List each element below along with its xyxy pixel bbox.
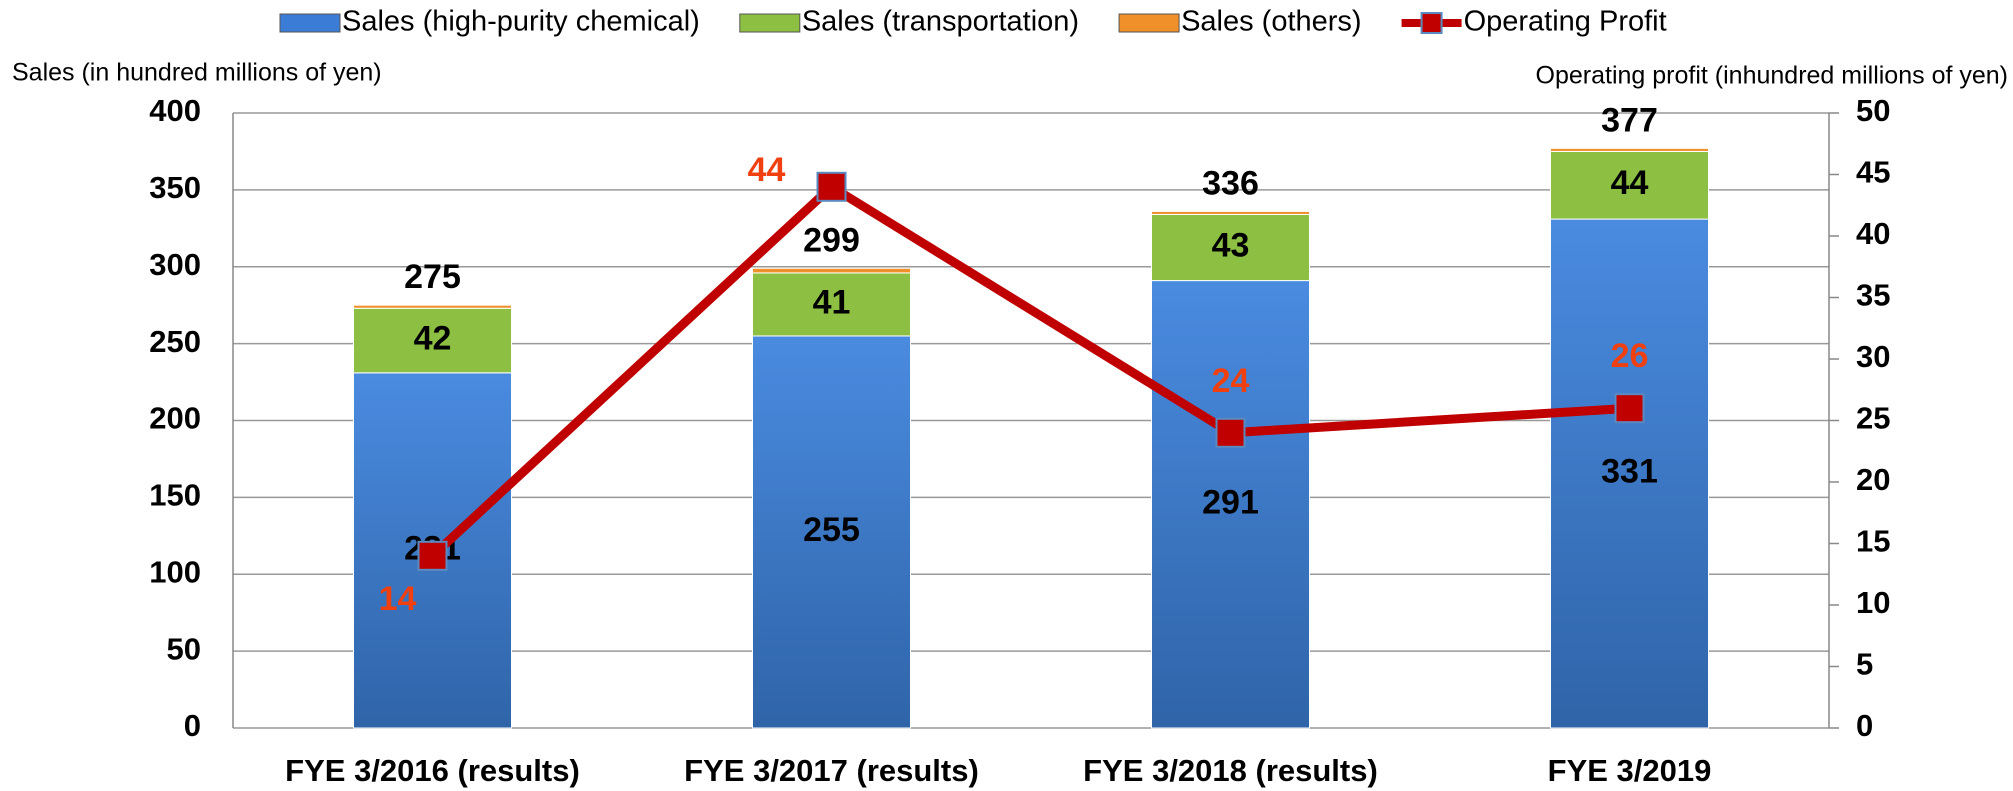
line-marker	[1215, 417, 1246, 448]
total-label: 275	[404, 258, 461, 296]
data-label: 41	[813, 283, 851, 321]
y-axis-title: Sales (in hundred millions of yen)	[12, 59, 382, 87]
bar-segment	[1151, 210, 1310, 215]
line-marker	[417, 540, 448, 571]
y2-tick-label: 50	[1856, 93, 1890, 128]
total-label: 299	[803, 221, 860, 259]
bar-segment	[752, 267, 911, 274]
y2-tick-label: 15	[1856, 524, 1890, 559]
y-tick-label: 100	[149, 554, 201, 589]
y2-tick-label: 25	[1856, 401, 1890, 436]
total-label: 336	[1202, 164, 1259, 202]
bar-segment	[1550, 147, 1709, 152]
legend-marker	[1420, 12, 1443, 34]
line-label: 26	[1611, 337, 1649, 375]
y-tick-label: 400	[149, 93, 201, 128]
y-tick-label: 200	[149, 401, 201, 436]
x-tick-label: FYE 3/2019	[1548, 753, 1712, 788]
line-marker	[816, 171, 847, 202]
line-label: 44	[748, 151, 786, 189]
x-tick-label: FYE 3/2016 (results)	[285, 753, 580, 788]
total-label: 377	[1601, 101, 1658, 139]
legend-label: Sales (high-purity chemical)	[342, 6, 700, 38]
bar-segment	[752, 335, 911, 729]
y2-tick-label: 5	[1856, 647, 1873, 682]
y2-tick-label: 40	[1856, 216, 1890, 251]
y-tick-label: 150	[149, 478, 201, 513]
data-label: 43	[1212, 227, 1250, 265]
y-tick-label: 350	[149, 170, 201, 205]
line-label: 14	[379, 580, 417, 618]
bar-segment	[1550, 150, 1709, 220]
legend-label: Sales (transportation)	[802, 6, 1079, 38]
data-label: 255	[803, 511, 860, 549]
y2-tick-label: 10	[1856, 585, 1890, 620]
y2-tick-label: 35	[1856, 278, 1890, 313]
bar-segment	[1550, 218, 1709, 729]
line-label: 24	[1212, 362, 1250, 400]
legend-label: Operating Profit	[1464, 6, 1667, 38]
y2-tick-label: 0	[1856, 708, 1873, 743]
line-series	[429, 182, 1630, 560]
y2-axis-title: Operating profit (inhundred millions of …	[1536, 62, 2008, 90]
bar-segment	[752, 272, 911, 337]
y2-tick-label: 45	[1856, 155, 1890, 190]
data-label: 42	[414, 320, 452, 358]
x-tick-label: FYE 3/2017 (results)	[684, 753, 979, 788]
legend-label: Sales (others)	[1181, 6, 1362, 38]
legend-swatch	[1118, 13, 1180, 33]
bar-segment	[1151, 280, 1310, 729]
legend-swatch	[739, 13, 801, 33]
x-tick-label: FYE 3/2018 (results)	[1083, 753, 1378, 788]
bar-segment	[353, 304, 512, 309]
line-marker	[1614, 393, 1645, 424]
y-tick-label: 50	[167, 631, 201, 666]
data-label: 44	[1611, 164, 1649, 202]
data-label: 331	[1601, 453, 1658, 491]
y2-tick-label: 30	[1856, 339, 1890, 374]
y-tick-label: 250	[149, 324, 201, 359]
data-label: 291	[1202, 483, 1259, 521]
y-tick-label: 0	[184, 708, 201, 743]
legend-swatch	[279, 13, 341, 33]
bar-segment	[353, 307, 512, 374]
y-tick-label: 300	[149, 247, 201, 282]
y2-tick-label: 20	[1856, 462, 1890, 497]
